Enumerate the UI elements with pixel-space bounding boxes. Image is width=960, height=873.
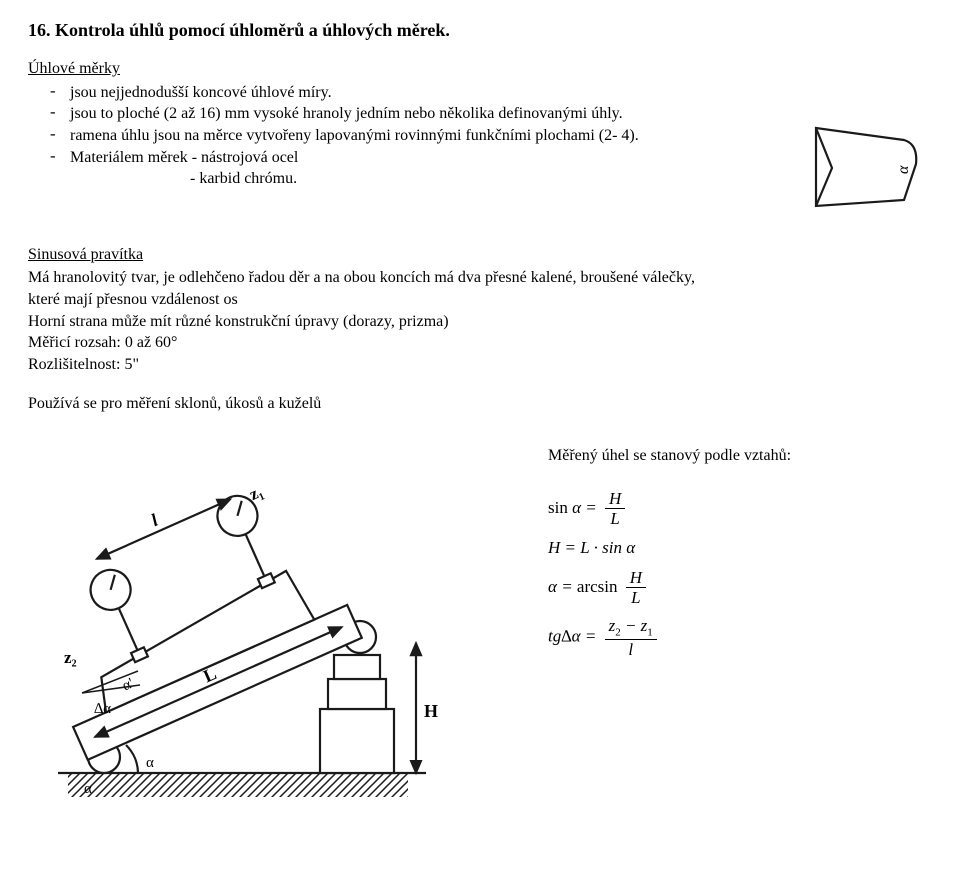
measurement-figure: H L α' <box>28 473 458 820</box>
paragraph-block: Má hranolovitý tvar, je odlehčeno řadou … <box>28 267 932 375</box>
para-line: Rozlišitelnost: 5" <box>28 354 932 376</box>
eq4-num-mid: − <box>621 616 641 635</box>
bullet-text: Materiálem měrek - nástrojová ocel <box>70 149 298 166</box>
para-line: které mají přesnou vzdálenost os <box>28 289 932 311</box>
para-usage: Používá se pro měření sklonů, úkosů a ku… <box>28 393 932 415</box>
svg-text:z₂: z₂ <box>64 648 77 667</box>
eq2-text: H = L · sin α <box>548 538 635 557</box>
eq1-den: L <box>605 509 625 529</box>
para-line: Horní strana může mít různé konstrukční … <box>28 311 932 333</box>
bullet-list: jsou nejjednodušší koncové úhlové míry. … <box>28 82 932 190</box>
para-line: Má hranolovitý tvar, je odlehčeno řadou … <box>28 267 932 289</box>
bullet-subline: - karbid chrómu. <box>70 168 932 190</box>
equation-1: sin α = H L <box>548 489 932 529</box>
svg-text:∆α: ∆α <box>94 701 111 717</box>
svg-text:α: α <box>84 781 92 797</box>
equation-4: tg∆α = z2 − z1 l <box>548 616 932 660</box>
svg-text:H: H <box>424 701 438 721</box>
eq1-num: H <box>605 489 625 510</box>
bullet-item: jsou nejjednodušší koncové úhlové míry. <box>48 82 932 104</box>
eq4-den: l <box>605 640 657 660</box>
bullet-item: ramena úhlu jsou na měrce vytvořeny lapo… <box>48 125 932 147</box>
formula-block: Měřený úhel se stanový podle vztahů: sin… <box>548 445 932 659</box>
eq3-num: H <box>626 568 646 589</box>
page-title: 16. Kontrola úhlů pomocí úhloměrů a úhlo… <box>28 18 932 42</box>
subheading-sinus: Sinusová pravítka <box>28 244 932 266</box>
wedge-alpha-label: α <box>895 165 912 174</box>
formula-caption: Měřený úhel se stanový podle vztahů: <box>548 445 932 467</box>
para-line: Měřicí rozsah: 0 až 60° <box>28 332 932 354</box>
bullet-item: Materiálem měrek - nástrojová ocel - kar… <box>48 147 932 190</box>
subheading-merky: Úhlové měrky <box>28 58 932 80</box>
wedge-figure: α <box>804 120 924 223</box>
eq4-num-z1-sub: 1 <box>647 626 653 638</box>
equation-3: α = arcsin H L <box>548 568 932 608</box>
equation-2: H = L · sin α <box>548 537 932 560</box>
svg-text:l: l <box>148 510 161 530</box>
eq3-den: L <box>626 588 646 608</box>
bullet-item: jsou to ploché (2 až 16) mm vysoké hrano… <box>48 103 932 125</box>
svg-text:α: α <box>146 755 154 771</box>
